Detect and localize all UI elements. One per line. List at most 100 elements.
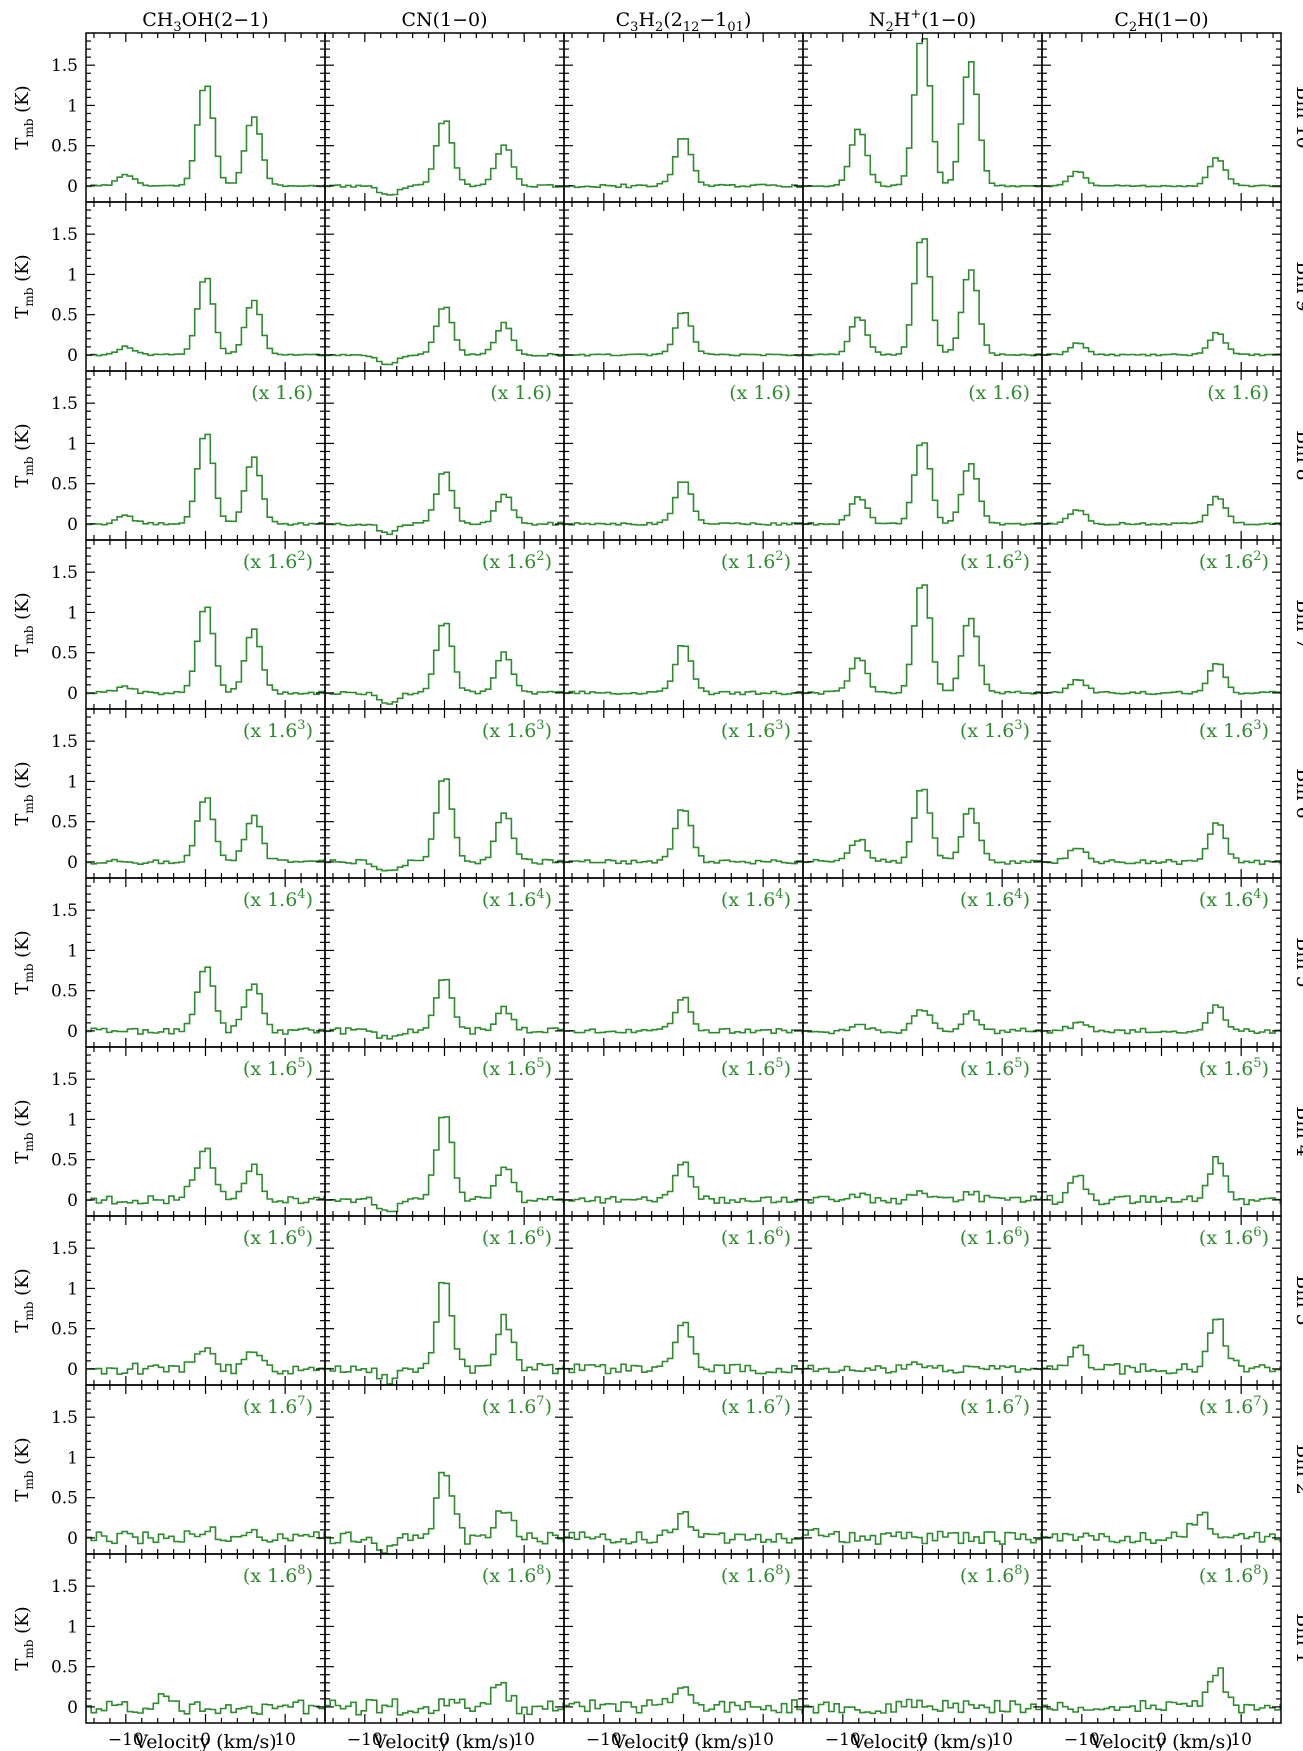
panel-r6-c3: (x 1.65) [802, 1046, 1043, 1217]
y-tick-label: 1 [67, 434, 78, 454]
spectrum-line [325, 120, 564, 196]
x-axis-label-3: Velocity (km/s) [850, 1731, 993, 1751]
y-tick-label: 0 [67, 1698, 78, 1718]
panel-frame [563, 32, 804, 203]
panel-frame [1041, 32, 1282, 203]
y-tick-label: 0.5 [51, 306, 78, 326]
spectrum-line [1042, 331, 1281, 357]
panel-r1-c2 [563, 201, 804, 372]
panel-frame [802, 201, 1043, 372]
scale-factor-label: (x 1.62) [721, 549, 791, 573]
x-axis-label-2: Velocity (km/s) [611, 1731, 754, 1751]
x-tick-label: 10 [991, 1730, 1013, 1750]
spectrum-line [803, 1361, 1042, 1374]
x-axis-label-1: Velocity (km/s) [372, 1731, 515, 1751]
y-tick-label: 1 [67, 1617, 78, 1637]
spectrum-line [86, 1693, 325, 1715]
row-bin-label-3: Bin 7 [1292, 599, 1303, 649]
y-tick-label: 1 [67, 1448, 78, 1468]
spectrum-line [86, 1526, 325, 1545]
scale-factor-label: (x 1.66) [243, 1225, 313, 1249]
y-tick-label: 0.5 [51, 1489, 78, 1509]
scale-factor-label: (x 1.6) [729, 382, 791, 404]
scale-factor-label: (x 1.67) [721, 1394, 791, 1418]
y-tick-label: 0.5 [51, 137, 78, 157]
spectrum-line [1042, 1318, 1281, 1375]
panel-r0-c3 [802, 32, 1043, 203]
spectrum-line [564, 809, 803, 865]
row-bin-label-2: Bin 8 [1292, 430, 1303, 480]
spectrum-line [803, 1698, 1042, 1715]
scale-factor-label: (x 1.66) [482, 1225, 552, 1249]
y-tick-label: 1 [67, 96, 78, 116]
spectrum-line [1042, 1004, 1281, 1035]
y-tick-label: 1.5 [51, 563, 78, 583]
spectrum-line [803, 238, 1042, 357]
spectrum-line [325, 978, 564, 1040]
panel-frame [1041, 201, 1282, 372]
spectrum-line [803, 1009, 1042, 1035]
column-headers: CH3OH(2−1) CN(1−0) C3H2(212−101) N2H+(1−0) C… [142, 7, 1208, 35]
spectrum-line [86, 966, 325, 1035]
spectrum-line [325, 1116, 564, 1213]
panel-r7-c0: (x 1.66) [85, 1215, 326, 1386]
y-tick-label: 0 [67, 853, 78, 873]
spectrum-line [803, 38, 1042, 188]
scale-factor-label: (x 1.64) [482, 887, 552, 911]
spectrum-line [1042, 1156, 1281, 1206]
spectrum-line [564, 1511, 803, 1545]
x-tick-label: 0 [439, 1730, 450, 1750]
spectrum-line [564, 645, 803, 696]
panel-r3-c2: (x 1.62) [563, 539, 804, 710]
scale-factor-label: (x 1.62) [482, 549, 552, 573]
scale-factor-label: (x 1.6) [251, 382, 313, 404]
panel-r9-c1: (x 1.68) [324, 1553, 565, 1724]
y-axis-label-6: Tmb (K) [12, 1099, 36, 1163]
y-axis-label-4: Tmb (K) [12, 761, 36, 825]
spectrum-line [1042, 1667, 1281, 1714]
x-tick-label: 10 [513, 1730, 535, 1750]
spectrum-line [803, 442, 1042, 526]
panel-r7-c4: (x 1.66) [1041, 1215, 1282, 1386]
spectrum-line [1042, 1511, 1281, 1544]
y-tick-label: 1 [67, 1279, 78, 1299]
column-header-4: C2H(1−0) [1114, 9, 1208, 35]
panel-r5-c1: (x 1.64) [324, 877, 565, 1048]
x-tick-label: −10 [1064, 1730, 1100, 1750]
scale-factor-label: (x 1.6) [490, 382, 552, 404]
spectrum-line [86, 85, 325, 188]
y-tick-label: 1 [67, 603, 78, 623]
panel-r7-c2: (x 1.66) [563, 1215, 804, 1386]
panel-r1-c4 [1041, 201, 1282, 372]
scale-factor-label: (x 1.66) [1199, 1225, 1269, 1249]
panels: (x 1.6) (x 1.6) (x 1.6) (x 1.6) (x 1.6) (x 1.… [85, 32, 1282, 1751]
scale-factor-label: (x 1.66) [721, 1225, 791, 1249]
spectrum-line [564, 312, 803, 357]
spectrum-line [325, 622, 564, 705]
y-tick-label: 1 [67, 941, 78, 961]
x-tick-label: 10 [1230, 1730, 1252, 1750]
panel-r8-c1: (x 1.67) [324, 1384, 565, 1555]
column-header-3: N2H+(1−0) [869, 7, 976, 35]
spectrum-line [86, 277, 325, 357]
panel-r8-c0: (x 1.67) [85, 1384, 326, 1555]
spectrum-line [1042, 157, 1281, 188]
panel-r3-c0: (x 1.62) [85, 539, 326, 710]
spectrum-line [564, 1161, 803, 1204]
scale-factor-label: (x 1.68) [482, 1563, 552, 1587]
y-axis-label-2: Tmb (K) [12, 423, 36, 487]
y-tick-label: 1 [67, 772, 78, 792]
panel-r4-c4: (x 1.63) [1041, 708, 1282, 879]
spectrum-line [325, 306, 564, 366]
y-tick-label: 0.5 [51, 644, 78, 664]
spectrum-line [325, 1281, 564, 1385]
scale-factor-label: (x 1.62) [243, 549, 313, 573]
y-tick-label: 0 [67, 177, 78, 197]
row-bin-label-4: Bin 6 [1292, 768, 1303, 818]
column-header-1: CN(1−0) [401, 9, 487, 31]
scale-factor-label: (x 1.65) [482, 1056, 552, 1080]
panel-r7-c1: (x 1.66) [324, 1215, 565, 1386]
panel-r5-c0: (x 1.64) [85, 877, 326, 1048]
y-tick-label: 0 [67, 515, 78, 535]
row-bin-label-0: Bin 10 [1292, 86, 1303, 149]
